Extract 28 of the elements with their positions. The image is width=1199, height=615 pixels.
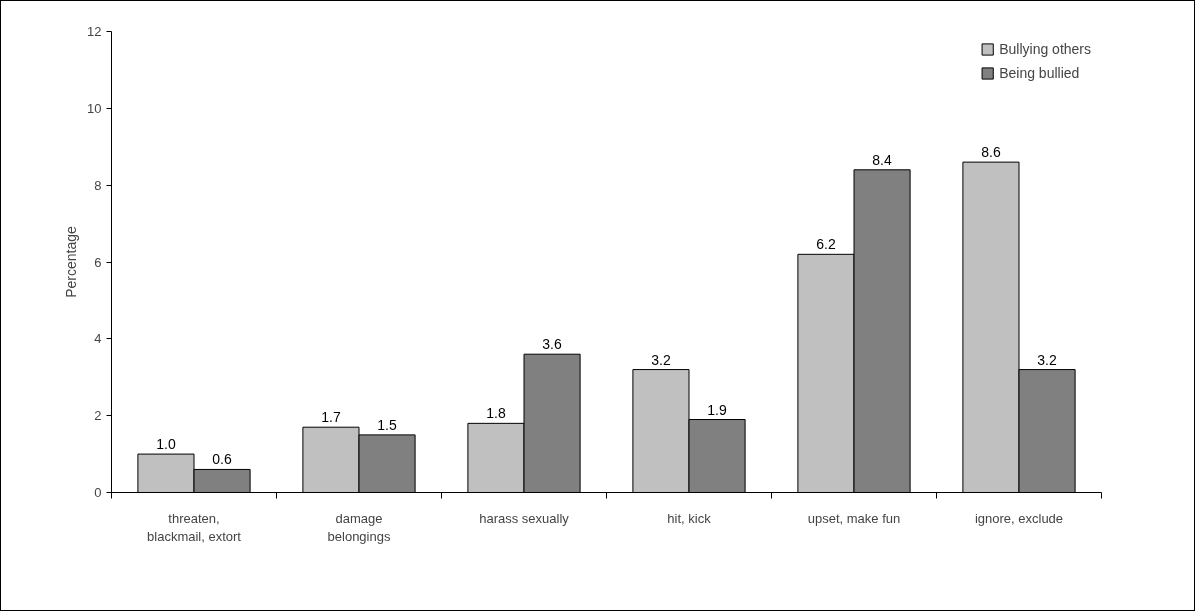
- data-label: 1.7: [321, 409, 341, 426]
- x-tick-label: damage belongings: [327, 510, 391, 544]
- legend-label: Bullying others: [999, 41, 1091, 57]
- data-label: 1.0: [156, 436, 176, 453]
- y-tick-label: 12: [87, 24, 102, 39]
- data-label: 0.6: [212, 451, 232, 468]
- x-tick-label: upset, make fun: [807, 510, 901, 526]
- data-label: 3.2: [651, 351, 671, 368]
- y-tick-label: 8: [94, 177, 102, 193]
- data-label: 1.8: [486, 405, 506, 422]
- data-label: 1.5: [377, 416, 397, 433]
- legend-label: Being bullied: [999, 65, 1080, 81]
- data-label: 3.6: [542, 336, 562, 353]
- x-tick-label: harass sexually: [479, 510, 570, 526]
- y-tick-label: 2: [94, 408, 102, 424]
- y-tick-label: 0: [94, 485, 102, 500]
- y-tick-label: 10: [87, 100, 102, 116]
- data-label: 1.9: [707, 401, 727, 418]
- y-tick-label: 4: [94, 331, 102, 347]
- data-label: 8.4: [872, 151, 892, 168]
- data-label: 3.2: [1037, 351, 1057, 368]
- x-tick-label: threaten, blackmail, extort: [147, 510, 242, 544]
- y-axis-title: Percentage: [63, 225, 80, 298]
- data-label: 8.6: [981, 144, 1001, 161]
- y-tick-label: 6: [94, 254, 102, 270]
- x-tick-label: ignore, exclude: [974, 510, 1064, 526]
- x-tick-label: hit, kick: [667, 510, 712, 526]
- data-label: 6.2: [816, 236, 836, 253]
